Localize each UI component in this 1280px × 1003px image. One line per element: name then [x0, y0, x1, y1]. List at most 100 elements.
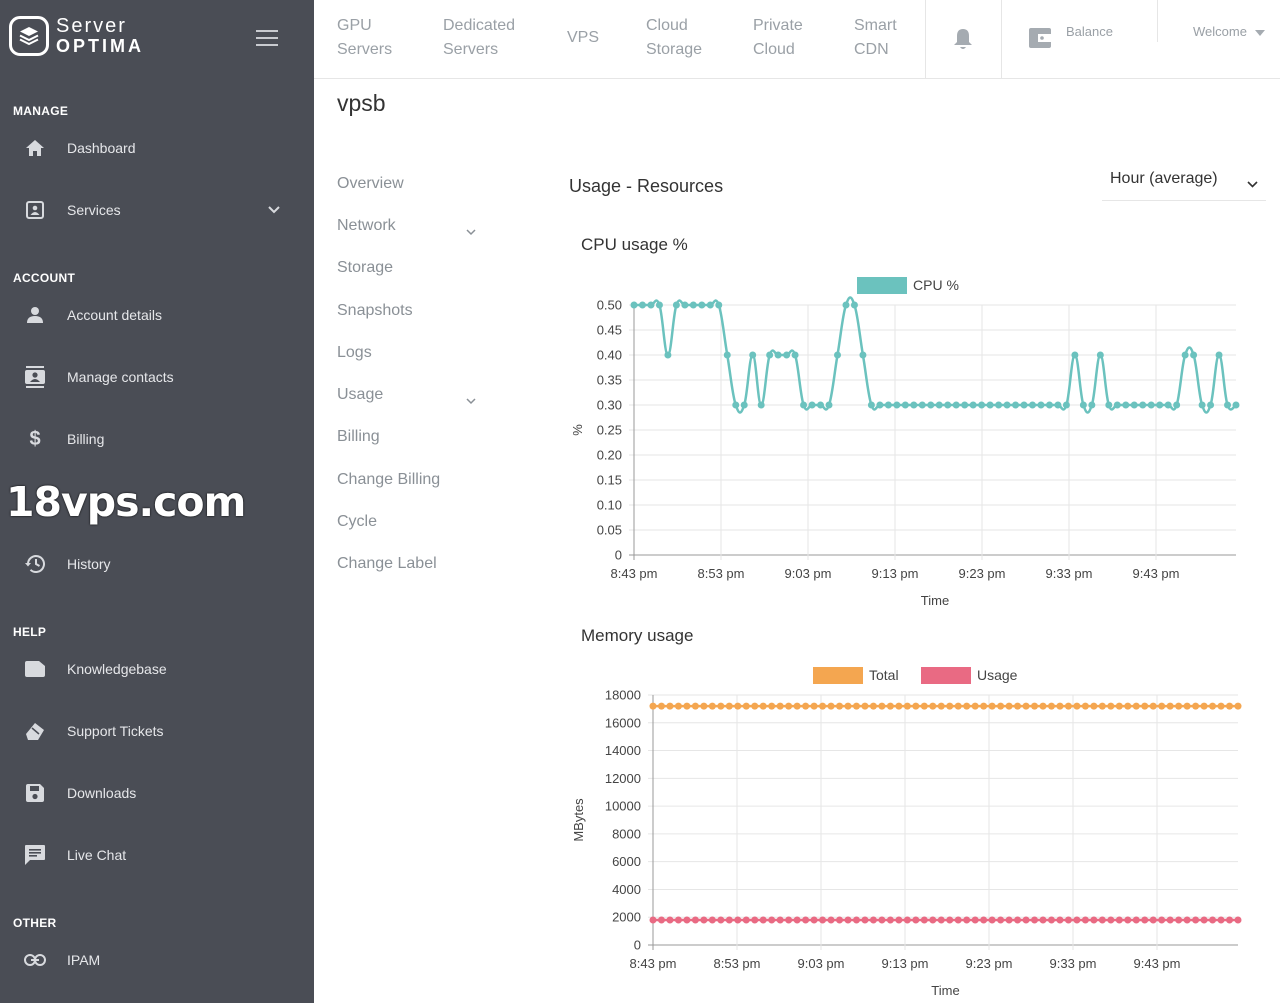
sidebar-item-knowledgebase[interactable]: Knowledgebase [0, 649, 314, 689]
section-title-manage: MANAGE [13, 104, 69, 118]
topnav-smart-cdn[interactable]: Smart CDN [854, 14, 897, 62]
dollar-icon: $ [29, 427, 41, 450]
sidebar-item-services[interactable]: Services [0, 190, 314, 230]
subnav-snapshots[interactable]: Snapshots [337, 302, 413, 319]
data-point-total [937, 702, 945, 710]
subnav-logs[interactable]: Logs [337, 344, 372, 361]
y-tick-label: 0.30 [597, 398, 622, 413]
data-point-usage [1183, 916, 1191, 924]
data-point-usage [1115, 916, 1123, 924]
data-point-cpu [1122, 401, 1130, 409]
user-menu[interactable]: Welcome [1193, 24, 1265, 39]
topnav-vps[interactable]: VPS [567, 26, 599, 50]
data-point-usage [1090, 916, 1098, 924]
data-point-usage [852, 916, 860, 924]
topnav-private-cloud[interactable]: Private Cloud [753, 14, 803, 62]
data-point-cpu [1173, 401, 1181, 409]
balance-label[interactable]: Balance [1066, 24, 1113, 39]
data-point-cpu [630, 301, 638, 309]
data-point-cpu [740, 401, 748, 409]
subnav-cycle[interactable]: Cycle [337, 513, 378, 530]
sidebar-item-ipam[interactable]: IPAM [0, 940, 314, 980]
subnav-change-label[interactable]: Change Label [337, 555, 437, 572]
data-point-usage [988, 916, 996, 924]
topnav-cloud-storage[interactable]: Cloud Storage [646, 14, 702, 62]
data-point-usage [869, 916, 877, 924]
data-point-total [700, 702, 708, 710]
data-point-total [666, 702, 674, 710]
time-range-value: Hour (average) [1110, 170, 1218, 187]
data-point-cpu [1164, 401, 1172, 409]
data-point-cpu [655, 301, 663, 309]
subnav-usage[interactable]: Usage [337, 386, 384, 403]
data-point-usage [997, 916, 1005, 924]
sidebar-item-label: Services [67, 202, 121, 218]
data-point-cpu [910, 401, 918, 409]
data-point-total [691, 702, 699, 710]
subnav-storage[interactable]: Storage [337, 259, 394, 276]
memory-usage-chart: 18000 16000 14000 12000 10000 8000 6000 4000 200… [571, 667, 1242, 998]
sidebar-item-label: History [67, 556, 111, 572]
subnav-change-billing[interactable]: Change Billing [337, 471, 441, 488]
sidebar-item-history[interactable]: History [0, 544, 314, 584]
data-point-cpu [1215, 351, 1223, 359]
subnav-billing[interactable]: Billing [337, 428, 380, 445]
data-point-usage [1073, 916, 1081, 924]
data-point-usage [802, 916, 810, 924]
data-point-usage [1200, 916, 1208, 924]
usage-panel-title: Usage - Resources [569, 176, 724, 196]
sidebar-item-manage-contacts[interactable]: Manage contacts [0, 357, 314, 397]
data-point-cpu [842, 301, 850, 309]
sidebar-item-support-tickets[interactable]: Support Tickets [0, 711, 314, 751]
x-axis-title: Time [921, 593, 949, 608]
data-point-cpu [952, 401, 960, 409]
data-point-cpu [1232, 401, 1240, 409]
y-tick-label: 0.10 [597, 498, 622, 513]
data-point-cpu [698, 301, 706, 309]
menu-toggle-icon[interactable] [256, 30, 278, 51]
data-point-total [1098, 702, 1106, 710]
data-point-total [997, 702, 1005, 710]
sidebar-item-billing[interactable]: $ Billing [0, 419, 314, 459]
sidebar-item-live-chat[interactable]: Live Chat [0, 835, 314, 875]
topnav-label: CDN [854, 41, 889, 58]
data-point-total [819, 702, 827, 710]
user-icon [24, 304, 46, 326]
y-tick-label: 0 [634, 938, 641, 953]
data-point-total [980, 702, 988, 710]
subnav-overview[interactable]: Overview [337, 175, 404, 192]
data-point-usage [1149, 916, 1157, 924]
server-stack-icon [9, 16, 49, 56]
sidebar-item-downloads[interactable]: Downloads [0, 773, 314, 813]
data-point-cpu [1139, 401, 1147, 409]
y-tick-label: 0.05 [597, 523, 622, 538]
data-point-usage [666, 916, 674, 924]
brand-logo[interactable]: Server OPTIMA [9, 16, 144, 56]
data-point-usage [742, 916, 750, 924]
topnav-gpu-servers[interactable]: GPU Servers [337, 14, 392, 62]
sidebar-item-dashboard[interactable]: Dashboard [0, 128, 314, 168]
topnav-label: Cloud [646, 17, 688, 34]
data-point-usage [980, 916, 988, 924]
subnav-network[interactable]: Network [337, 217, 396, 234]
data-point-usage [776, 916, 784, 924]
data-point-cpu [808, 401, 816, 409]
data-point-cpu [1207, 401, 1215, 409]
data-point-total [717, 702, 725, 710]
time-range-select[interactable]: Hour (average) [1102, 167, 1266, 201]
data-point-cpu [791, 351, 799, 359]
divider [1157, 0, 1158, 42]
data-point-usage [793, 916, 801, 924]
data-point-total [1124, 702, 1132, 710]
sidebar-item-label: Knowledgebase [67, 661, 167, 677]
bell-icon[interactable] [952, 27, 974, 56]
section-title-help: HELP [13, 625, 47, 639]
y-tick-label: 0.45 [597, 323, 622, 338]
data-point-total [742, 702, 750, 710]
brand-name-line2: OPTIMA [56, 36, 144, 56]
topnav-dedicated-servers[interactable]: Dedicated Servers [443, 14, 515, 62]
data-point-total [844, 702, 852, 710]
wallet-icon [1028, 27, 1052, 54]
data-point-cpu [1096, 351, 1104, 359]
sidebar-item-account-details[interactable]: Account details [0, 295, 314, 335]
